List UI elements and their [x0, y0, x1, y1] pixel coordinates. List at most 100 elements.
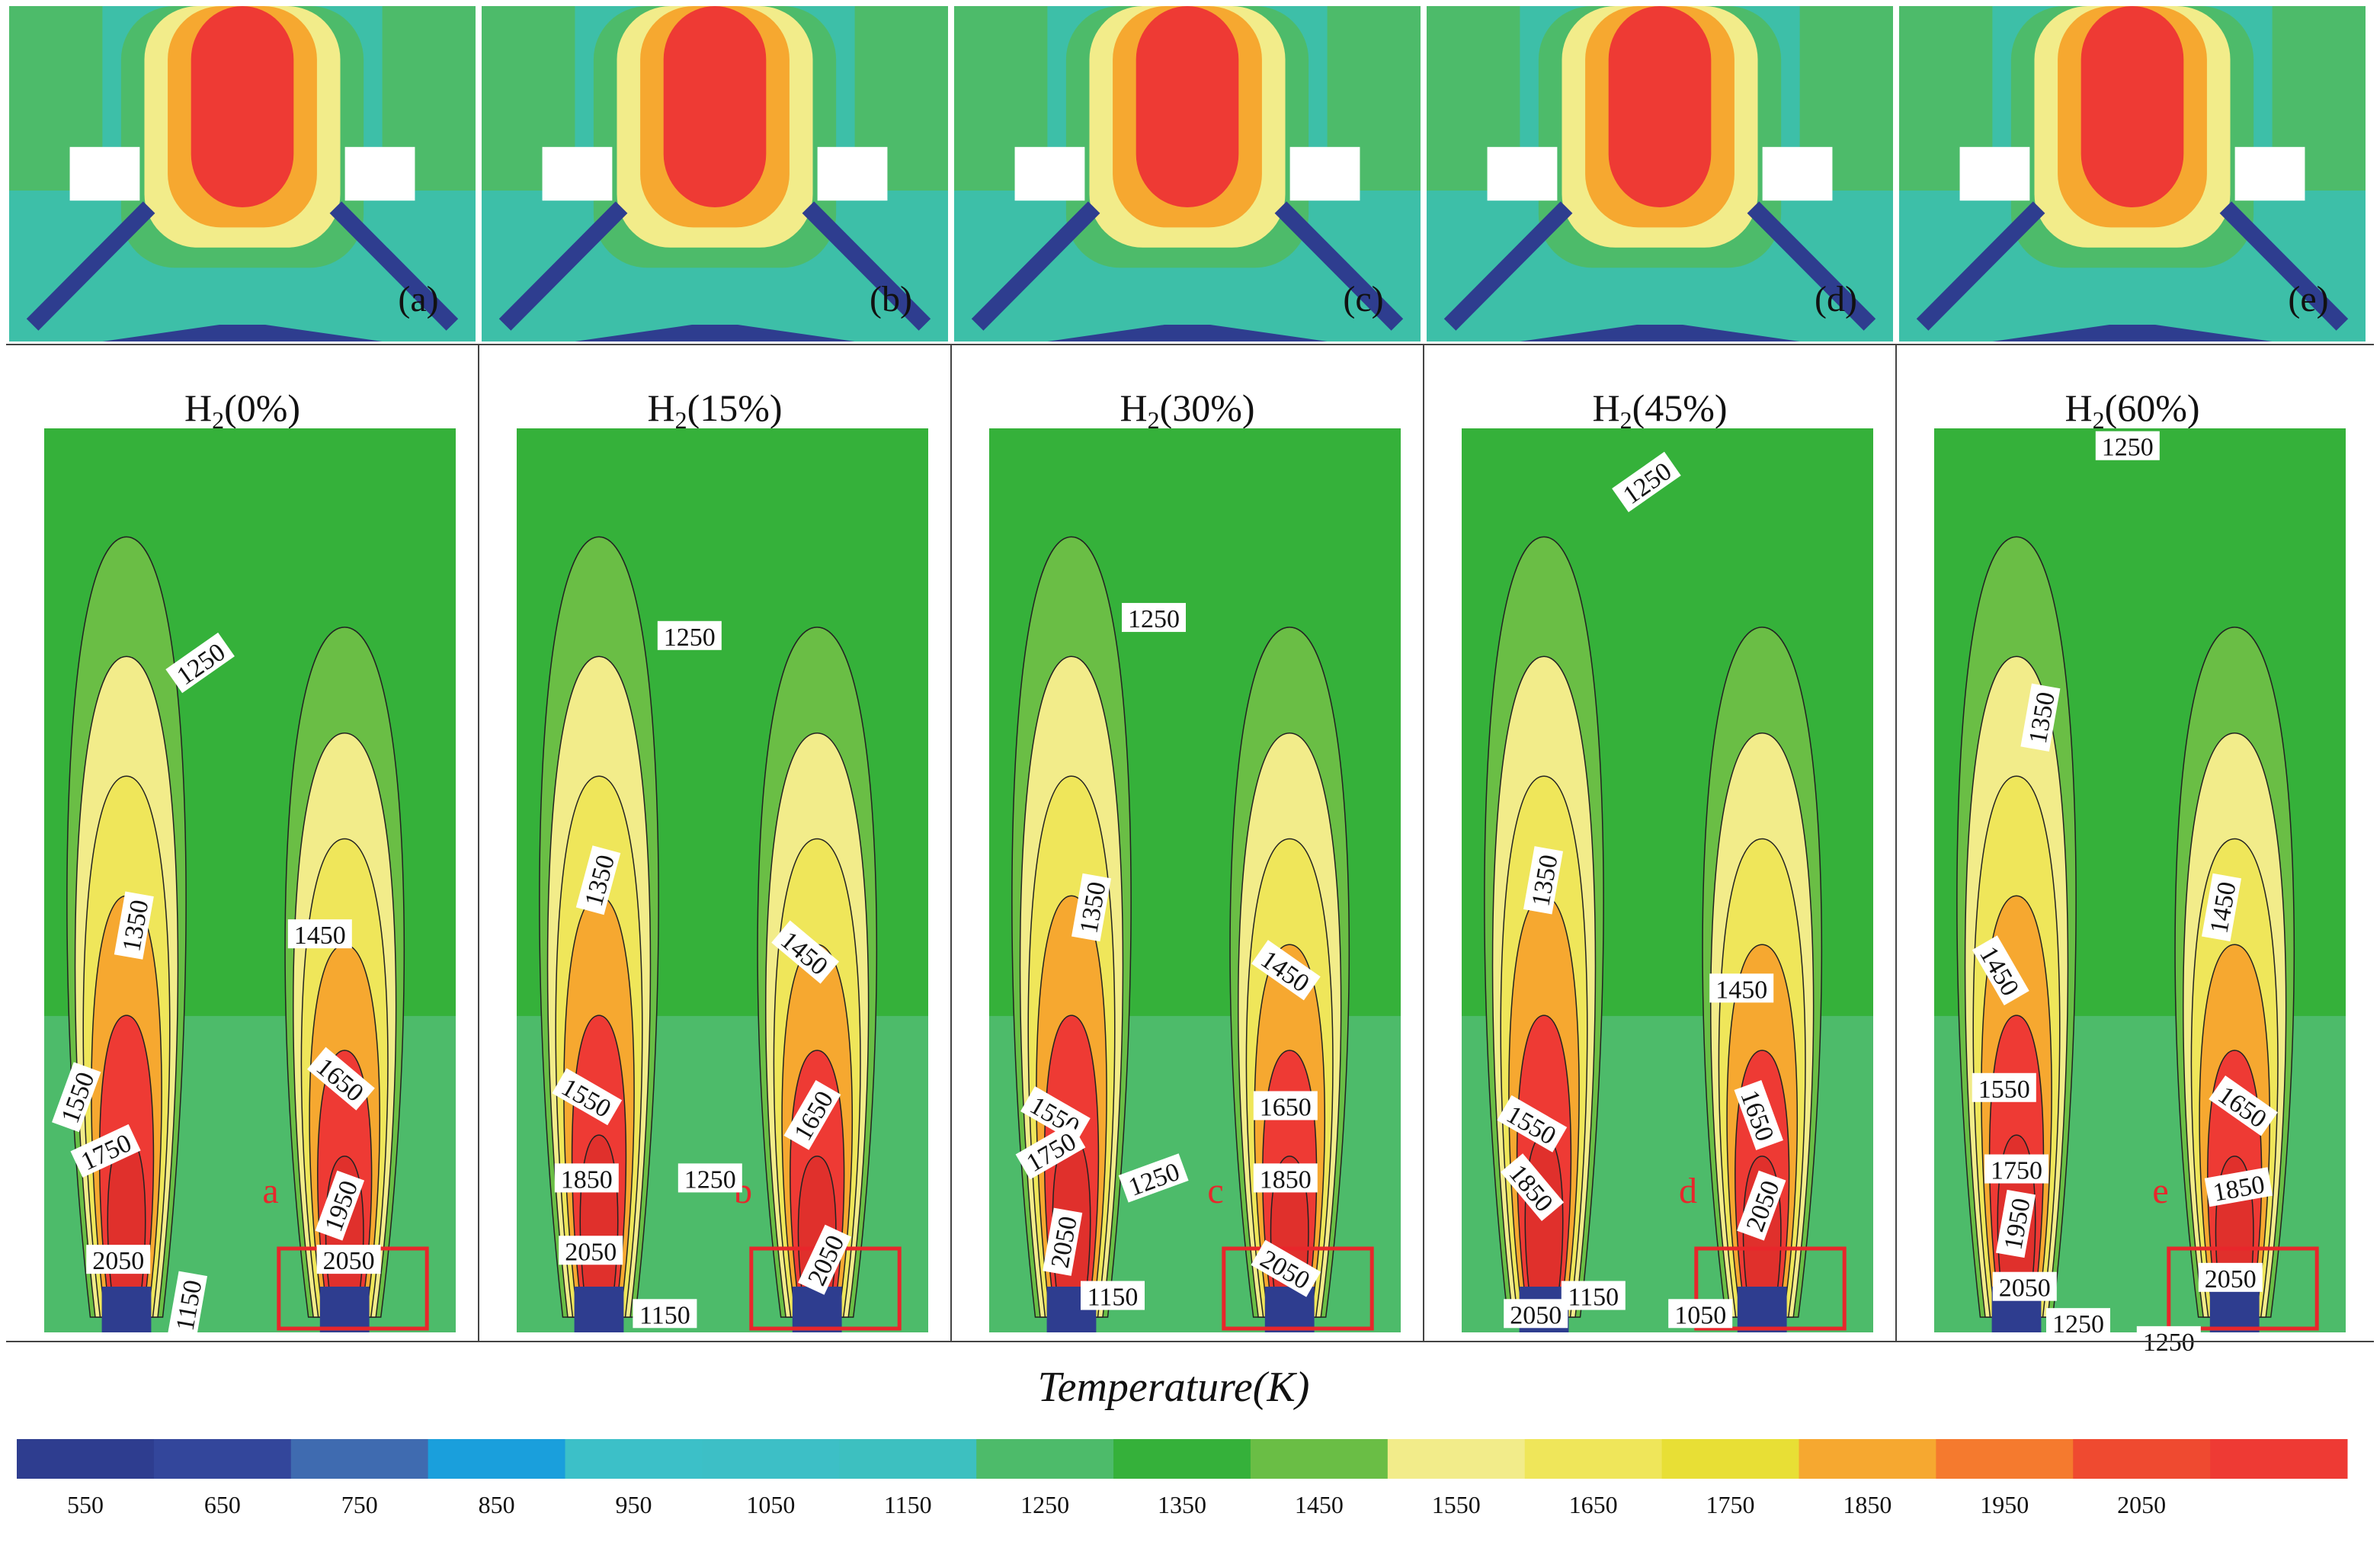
- contour-label-text: 1450: [1715, 976, 1767, 1004]
- legend-tick-label: 1550: [1432, 1491, 1481, 1518]
- zoom-left-block: [1959, 146, 2030, 201]
- contour-label-bg: [1497, 1095, 1568, 1152]
- right-burner: [1737, 1287, 1787, 1332]
- contour-label-text: 2050: [1999, 1274, 2051, 1303]
- legend-swatch: [976, 1439, 1114, 1479]
- zoom-left-block: [1014, 146, 1085, 201]
- contour-label-bg: [1972, 1072, 2036, 1102]
- contour-label-bg: [1015, 1122, 1086, 1180]
- zoom-view-a: (a): [9, 6, 476, 341]
- legend-tick-labels: 550 650 750 850 950 1050 1150 1250 1350 1450 1550 1…: [67, 1491, 2166, 1518]
- legend-tick-label: 950: [615, 1491, 652, 1518]
- contour-label-bg: [2095, 431, 2160, 460]
- contour-label-bg: [1709, 973, 1774, 1003]
- zoom-left-block: [1487, 146, 1558, 201]
- contour-label-bg: [2209, 1076, 2278, 1136]
- zoom-left-duct: [971, 201, 1100, 331]
- zoom-letter-e: (e): [2288, 279, 2328, 319]
- left-burner: [101, 1287, 152, 1332]
- contour-label: 2050: [316, 1245, 381, 1275]
- contour-label-bg: [1071, 873, 1112, 942]
- contour-label: 1750: [1984, 1154, 2048, 1185]
- zoom-nozzle-base: [1992, 325, 2273, 341]
- legend-swatch: [2210, 1439, 2348, 1479]
- contour-label-text: 1250: [2143, 1329, 2195, 1357]
- contour-label-text: 1150: [639, 1301, 690, 1329]
- legend-swatch: [153, 1439, 292, 1479]
- contour-label-bg: [1737, 1170, 1786, 1241]
- contour-label: 2050: [2198, 1262, 2263, 1294]
- contour-label: 2050: [86, 1245, 151, 1275]
- contour-label-text: 1250: [684, 1165, 736, 1194]
- legend-tick-label: 1950: [1980, 1491, 2029, 1518]
- contour-label-bg: [1992, 1271, 2057, 1301]
- legend-swatch: [290, 1439, 429, 1479]
- contour-label-text: 1050: [1674, 1301, 1726, 1329]
- zoom-flame-band: [191, 6, 294, 207]
- legend-swatch: [1524, 1439, 1663, 1479]
- contour-label-text: 1250: [2102, 434, 2154, 462]
- legend-colorbar: [17, 1439, 2348, 1479]
- contour-label-bg: [1612, 451, 1681, 512]
- contour-label-text: 2050: [2205, 1265, 2257, 1294]
- contour-label-bg: [559, 1236, 623, 1265]
- contour-label-text: 1850: [1260, 1165, 1312, 1194]
- contour-label-bg: [1561, 1281, 1626, 1310]
- legend-title: Temperature(K): [1038, 1364, 1310, 1411]
- panel-title-e: H2(60%): [2064, 386, 2199, 434]
- contour-label: 1250: [2046, 1308, 2110, 1338]
- legend-swatch: [2073, 1439, 2211, 1479]
- contour-label-bg: [1251, 1239, 1321, 1297]
- contour-label: 1950: [1996, 1189, 2036, 1258]
- contour-label: 1250: [2095, 431, 2160, 462]
- zoom-right-block: [2234, 146, 2305, 201]
- zoom-flame-band: [1136, 6, 1239, 207]
- contour-label: 1850: [1253, 1163, 1318, 1194]
- zoom-view-e: (e): [1899, 6, 2366, 341]
- panel-title-b: H2(15%): [647, 386, 782, 434]
- zone-letter-e: e: [2152, 1171, 2168, 1211]
- zone-letter-c: c: [1207, 1171, 1223, 1211]
- zoom-view-c: (c): [954, 6, 1421, 341]
- contour-label-bg: [2136, 1326, 2201, 1355]
- contour-label-text: 1550: [1978, 1076, 2030, 1104]
- contour-label-bg: [798, 1224, 852, 1295]
- contour-label-bg: [287, 919, 352, 949]
- contour-label-bg: [1122, 603, 1186, 633]
- contour-label-text: 2050: [565, 1238, 617, 1266]
- contour-label-bg: [165, 632, 235, 694]
- zoom-left-duct: [26, 201, 155, 331]
- legend-tick-label: 1750: [1706, 1491, 1755, 1518]
- contour-label-bg: [52, 1062, 101, 1133]
- contour-label: 1850: [554, 1163, 619, 1194]
- legend-tick-label: 650: [204, 1491, 241, 1518]
- contour-label-bg: [1043, 1207, 1083, 1276]
- contour-label-bg: [114, 891, 154, 960]
- legend-swatch: [1113, 1439, 1251, 1479]
- contour-label: 1250: [2136, 1326, 2201, 1357]
- contour-label: 1250: [657, 620, 722, 652]
- contour-label: 1350: [114, 891, 154, 960]
- zoom-nozzle-base: [1520, 325, 1800, 341]
- contour-label: 1550: [1972, 1072, 2036, 1104]
- contour-label-bg: [2020, 683, 2061, 752]
- contour-label: 1250: [1122, 603, 1186, 633]
- contour-label-text: 1850: [561, 1165, 613, 1194]
- highlight-box-e: [2167, 1246, 2319, 1331]
- zoom-letter-a: (a): [398, 279, 438, 319]
- contour-label-bg: [315, 1170, 365, 1241]
- legend-tick-label: 1450: [1295, 1491, 1344, 1518]
- legend-tick-label: 550: [67, 1491, 104, 1518]
- contour-label-bg: [1668, 1299, 1733, 1329]
- contour-label-bg: [307, 1047, 375, 1111]
- zone-letter-a: a: [262, 1171, 278, 1211]
- contour-label-bg: [1996, 1189, 2036, 1258]
- legend-swatch: [839, 1439, 977, 1479]
- contour-label: 1150: [1081, 1281, 1145, 1312]
- contour-label-text: 1650: [1260, 1094, 1312, 1122]
